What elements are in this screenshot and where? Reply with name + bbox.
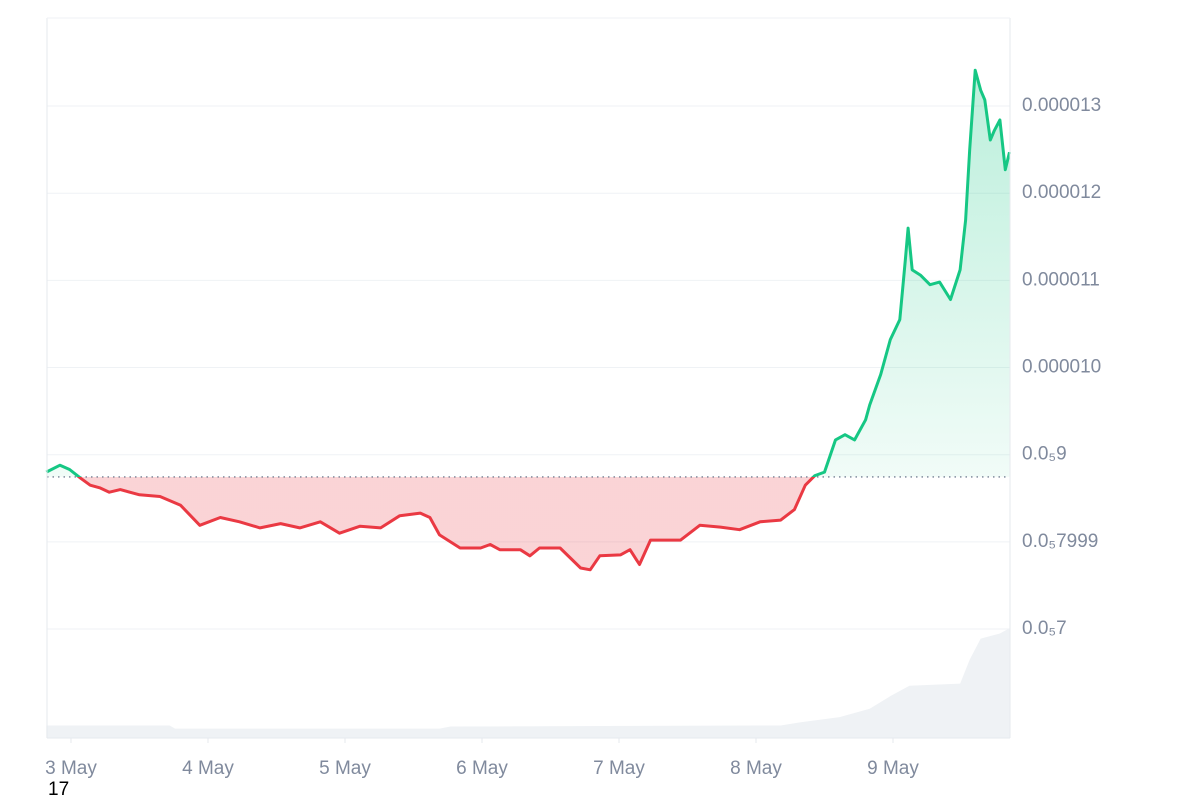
- x-tick-label: 7 May: [593, 758, 645, 779]
- x-tick-label: 9 May: [867, 758, 919, 779]
- price-line: [45, 68, 1011, 572]
- y-tick-label: 0.0₅9: [1022, 444, 1067, 465]
- plot: [45, 68, 1011, 572]
- x-tick-label: 4 May: [182, 758, 234, 779]
- x-tick-label: 3 May: [45, 758, 97, 779]
- x-tick-label: 5 May: [319, 758, 371, 779]
- y-tick-label: 0.000010: [1022, 357, 1101, 378]
- volume-area: [46, 628, 1010, 738]
- y-tick-label: 0.0₅7999: [1022, 531, 1098, 552]
- y-tick-label: 0.0₅7: [1022, 618, 1067, 639]
- x-tick-label: 8 May: [730, 758, 782, 779]
- x-tick-label: 6 May: [456, 758, 508, 779]
- volume-layer: [46, 628, 1010, 738]
- axes: [46, 17, 1011, 739]
- footnote: 17: [48, 779, 69, 800]
- y-tick-label: 0.000013: [1022, 95, 1101, 116]
- y-tick-label: 0.000012: [1022, 182, 1101, 203]
- price-area: [46, 70, 1010, 570]
- y-tick-label: 0.000011: [1022, 269, 1100, 290]
